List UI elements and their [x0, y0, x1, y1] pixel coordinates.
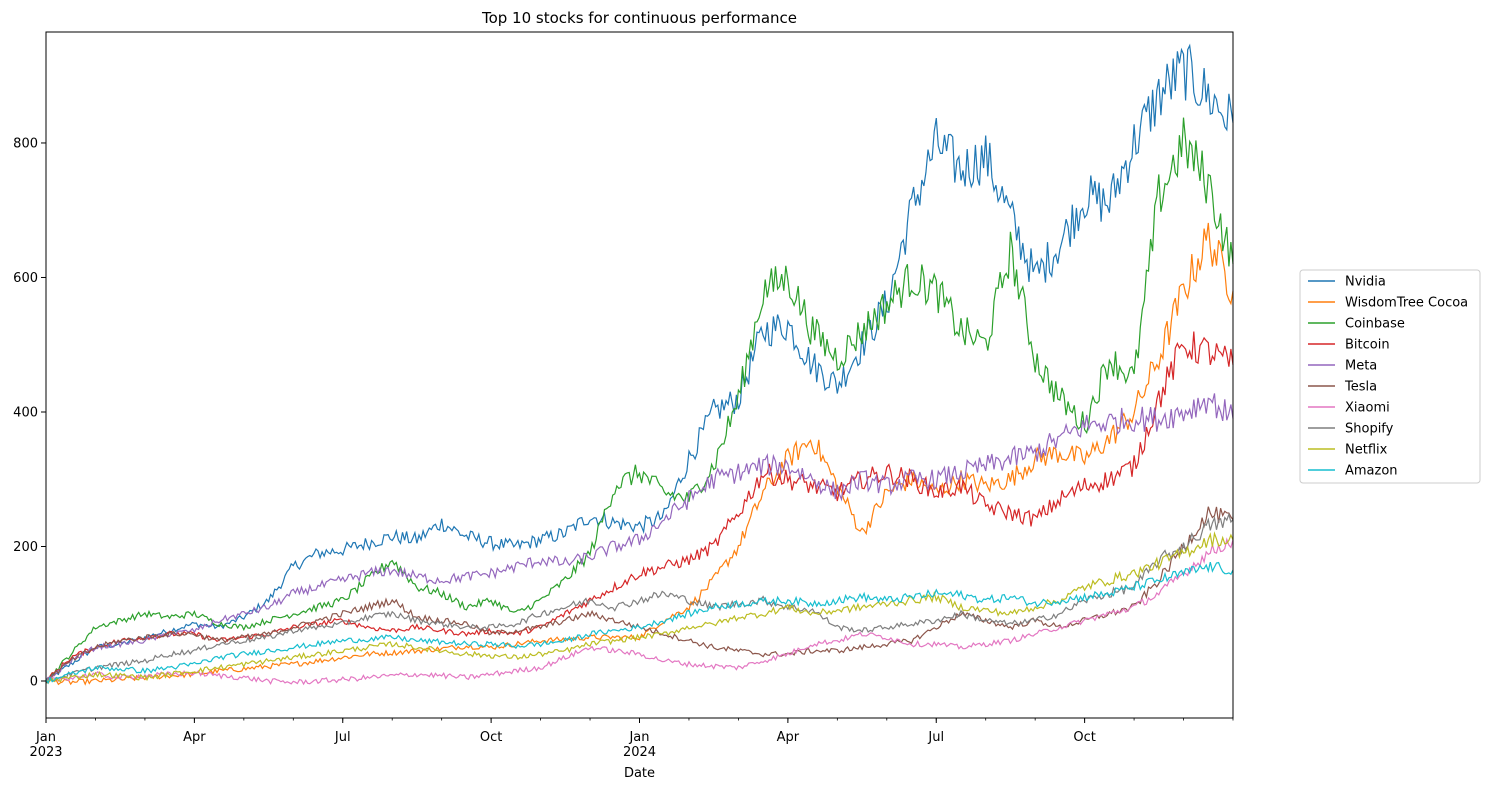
series-line-coinbase	[45, 117, 1234, 684]
y-tick-label: 600	[13, 271, 38, 286]
y-tick-label: 800	[13, 136, 38, 151]
series-line-bitcoin	[45, 331, 1234, 683]
x-axis-label: Date	[624, 766, 655, 781]
x-tick-label: Jan	[35, 730, 56, 745]
legend-label: Nvidia	[1345, 275, 1386, 290]
legend-label: Netflix	[1345, 443, 1388, 458]
chart-title: Top 10 stocks for continuous performance	[481, 9, 797, 27]
legend-label: Meta	[1345, 359, 1377, 374]
series-line-meta	[45, 393, 1234, 681]
series-layer	[45, 43, 1234, 686]
x-tick-year-label: 2024	[623, 745, 656, 760]
series-line-nvidia	[45, 43, 1234, 682]
legend-box	[1299, 269, 1481, 484]
x-tick-label: Apr	[183, 730, 206, 745]
y-tick-label: 0	[30, 675, 38, 690]
series-line-shopify	[45, 512, 1234, 682]
x-tick-label: Jan	[628, 730, 649, 745]
legend-label: Amazon	[1345, 464, 1398, 479]
series-line-xiaomi	[45, 537, 1234, 686]
y-axis: 0 200 400 600 800	[13, 136, 46, 690]
legend: Nvidia WisdomTree Cocoa Coinbase Bitcoin Met…	[1299, 269, 1481, 484]
legend-label: Bitcoin	[1345, 338, 1390, 353]
x-tick-label: Oct	[480, 730, 502, 745]
x-tick-label: Jul	[927, 730, 944, 745]
series-line-amazon	[45, 561, 1234, 685]
legend-label: Xiaomi	[1345, 401, 1390, 416]
legend-label: Tesla	[1344, 380, 1377, 395]
legend-label: Coinbase	[1345, 317, 1405, 332]
x-tick-label: Jul	[334, 730, 351, 745]
x-tick-label: Oct	[1073, 730, 1095, 745]
x-tick-year-label: 2023	[29, 745, 62, 760]
series-line-netflix	[45, 531, 1234, 683]
y-tick-label: 400	[13, 405, 38, 420]
legend-label: WisdomTree Cocoa	[1345, 296, 1468, 311]
y-tick-label: 200	[13, 540, 38, 555]
x-tick-label: Apr	[777, 730, 800, 745]
legend-label: Shopify	[1345, 422, 1394, 437]
